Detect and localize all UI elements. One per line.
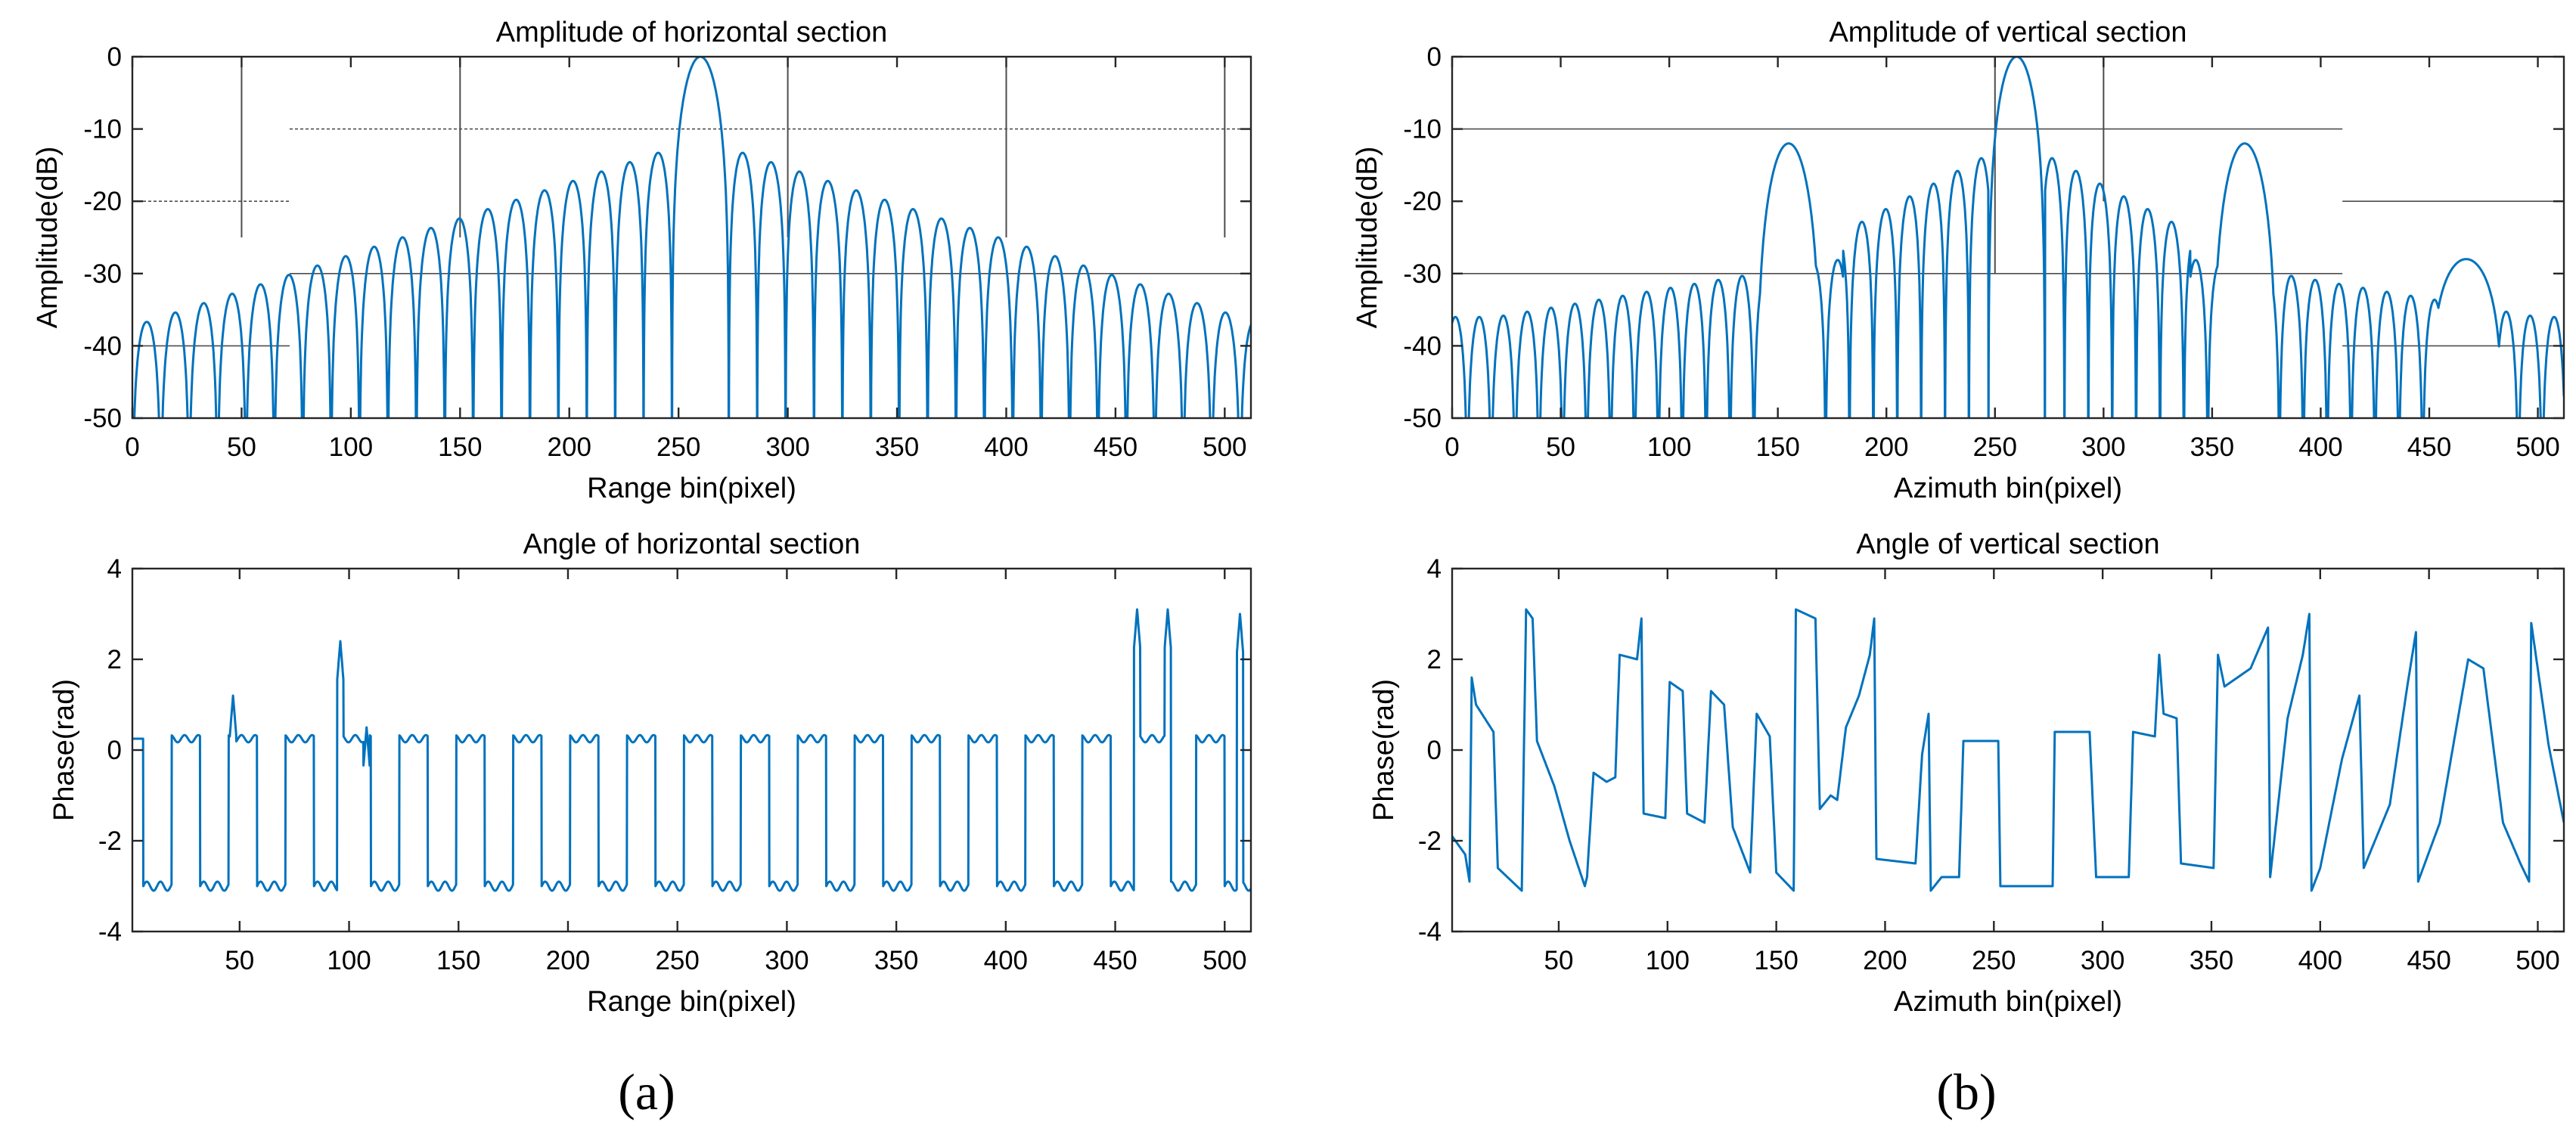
series-line-phase: [1452, 608, 2564, 892]
y-axis-label: Phase(rad): [48, 679, 80, 821]
x-tick-label: 350: [875, 432, 919, 462]
x-tick-label: 300: [2081, 432, 2125, 462]
plot-area: [132, 569, 1251, 932]
x-tick-label: 450: [2407, 432, 2451, 462]
x-tick-label: 200: [1864, 432, 1908, 462]
y-tick-label: -50: [1403, 404, 1442, 433]
panel-label-a: (a): [618, 1063, 675, 1121]
chart-angle-vertical: 50 100 150 200 250 300 350 400 450 500 4 2 0 -2 -4 Angl…: [1368, 529, 2565, 1018]
y-axis-label: Phase(rad): [1368, 679, 1400, 821]
x-tick-label: 150: [1755, 432, 1799, 462]
series-line-phase: [132, 608, 1251, 892]
y-tick-label: 0: [1427, 42, 1442, 72]
x-tick-label: 350: [2190, 946, 2233, 975]
panel-label-b: (b): [1936, 1063, 1997, 1121]
x-tick-label: 450: [1094, 432, 1137, 462]
y-tick-label: -30: [83, 259, 122, 289]
y-tick-label: 4: [107, 554, 122, 584]
chart-amplitude-horizontal: 0 50 100 150 200 250 300 350 400 450 500 0 -10 -20 -30…: [32, 17, 1252, 504]
y-tick-label: 0: [107, 42, 122, 72]
y-tick-label: -30: [1403, 259, 1442, 289]
y-axis-label: Amplitude(dB): [1352, 147, 1383, 329]
x-tick-label: 200: [546, 946, 590, 975]
chart-title: Amplitude of horizontal section: [496, 17, 888, 48]
x-tick-label: 450: [1093, 946, 1137, 975]
chart-angle-horizontal: 50 100 150 200 250 300 350 400 450 500 4 2 0 -2 -4 Angl…: [48, 529, 1252, 1018]
x-tick-label: 300: [765, 946, 808, 975]
x-tick-label: 350: [2190, 432, 2234, 462]
x-tick-label: 150: [438, 432, 482, 462]
y-tick-label: 2: [107, 645, 122, 674]
axes-box: [131, 55, 1252, 420]
y-tick-label: -10: [83, 115, 122, 144]
x-tick-label: 400: [984, 432, 1028, 462]
x-tick-label: 500: [2515, 946, 2559, 975]
y-tick-label: -40: [1403, 331, 1442, 361]
x-tick-label: 0: [1445, 432, 1459, 462]
y-tick-label: 4: [1427, 554, 1442, 584]
x-axis-label: Azimuth bin(pixel): [1894, 986, 2122, 1018]
x-tick-label: 500: [1203, 432, 1246, 462]
x-tick-label: 100: [1647, 432, 1691, 462]
x-tick-label: 50: [227, 432, 256, 462]
x-tick-label: 450: [2407, 946, 2450, 975]
x-tick-label: 500: [2515, 432, 2559, 462]
y-axis-label: Amplitude(dB): [32, 147, 64, 329]
chart-title: Amplitude of vertical section: [1829, 17, 2186, 48]
x-tick-label: 100: [1646, 946, 1690, 975]
x-tick-label: 250: [1972, 946, 2016, 975]
x-tick-label: 500: [1203, 946, 1246, 975]
series-line-amplitude: [133, 57, 1251, 418]
y-tick-label: -20: [1403, 187, 1442, 216]
x-tick-label: 400: [2298, 432, 2342, 462]
y-tick-label: 0: [1427, 736, 1442, 765]
x-tick-label: 300: [765, 432, 809, 462]
x-tick-label: 400: [2298, 946, 2342, 975]
y-tick-label: -2: [98, 826, 122, 856]
y-tick-label: -4: [1418, 917, 1442, 947]
y-tick-label: -50: [83, 404, 122, 433]
x-tick-label: 350: [874, 946, 918, 975]
series-line-amplitude: [1452, 57, 2564, 418]
x-tick-label: 150: [1754, 946, 1798, 975]
chart-title: Angle of vertical section: [1856, 529, 2159, 560]
x-tick-label: 250: [655, 946, 699, 975]
chart-amplitude-vertical: 0 50 100 150 200 250 300 350 400 450 500 0 -10 -20 -30…: [1352, 17, 2565, 504]
x-axis-label: Range bin(pixel): [587, 473, 796, 504]
x-tick-label: 150: [436, 946, 480, 975]
x-tick-label: 100: [329, 432, 373, 462]
y-tick-label: 0: [107, 736, 122, 765]
x-tick-label: 200: [548, 432, 591, 462]
plot-area: [132, 57, 1251, 418]
x-tick-label: 250: [1973, 432, 2017, 462]
x-tick-label: 50: [225, 946, 254, 975]
axes-box: [1451, 55, 2565, 420]
x-tick-label: 200: [1863, 946, 1907, 975]
y-tick-label: -4: [98, 917, 122, 947]
x-tick-label: 0: [125, 432, 139, 462]
y-tick-label: 2: [1427, 645, 1442, 674]
x-tick-label: 250: [656, 432, 700, 462]
x-tick-label: 50: [1546, 432, 1575, 462]
x-tick-label: 100: [327, 946, 371, 975]
x-axis-label: Range bin(pixel): [587, 986, 796, 1018]
plot-area: [1452, 569, 2564, 932]
y-tick-label: -10: [1403, 115, 1442, 144]
y-tick-label: -20: [83, 187, 122, 216]
x-tick-label: 300: [2081, 946, 2124, 975]
chart-title: Angle of horizontal section: [523, 529, 861, 560]
x-axis-label: Azimuth bin(pixel): [1894, 473, 2122, 504]
x-tick-label: 400: [984, 946, 1028, 975]
y-tick-label: -2: [1418, 826, 1442, 856]
x-tick-label: 50: [1544, 946, 1573, 975]
y-tick-label: -40: [83, 331, 122, 361]
